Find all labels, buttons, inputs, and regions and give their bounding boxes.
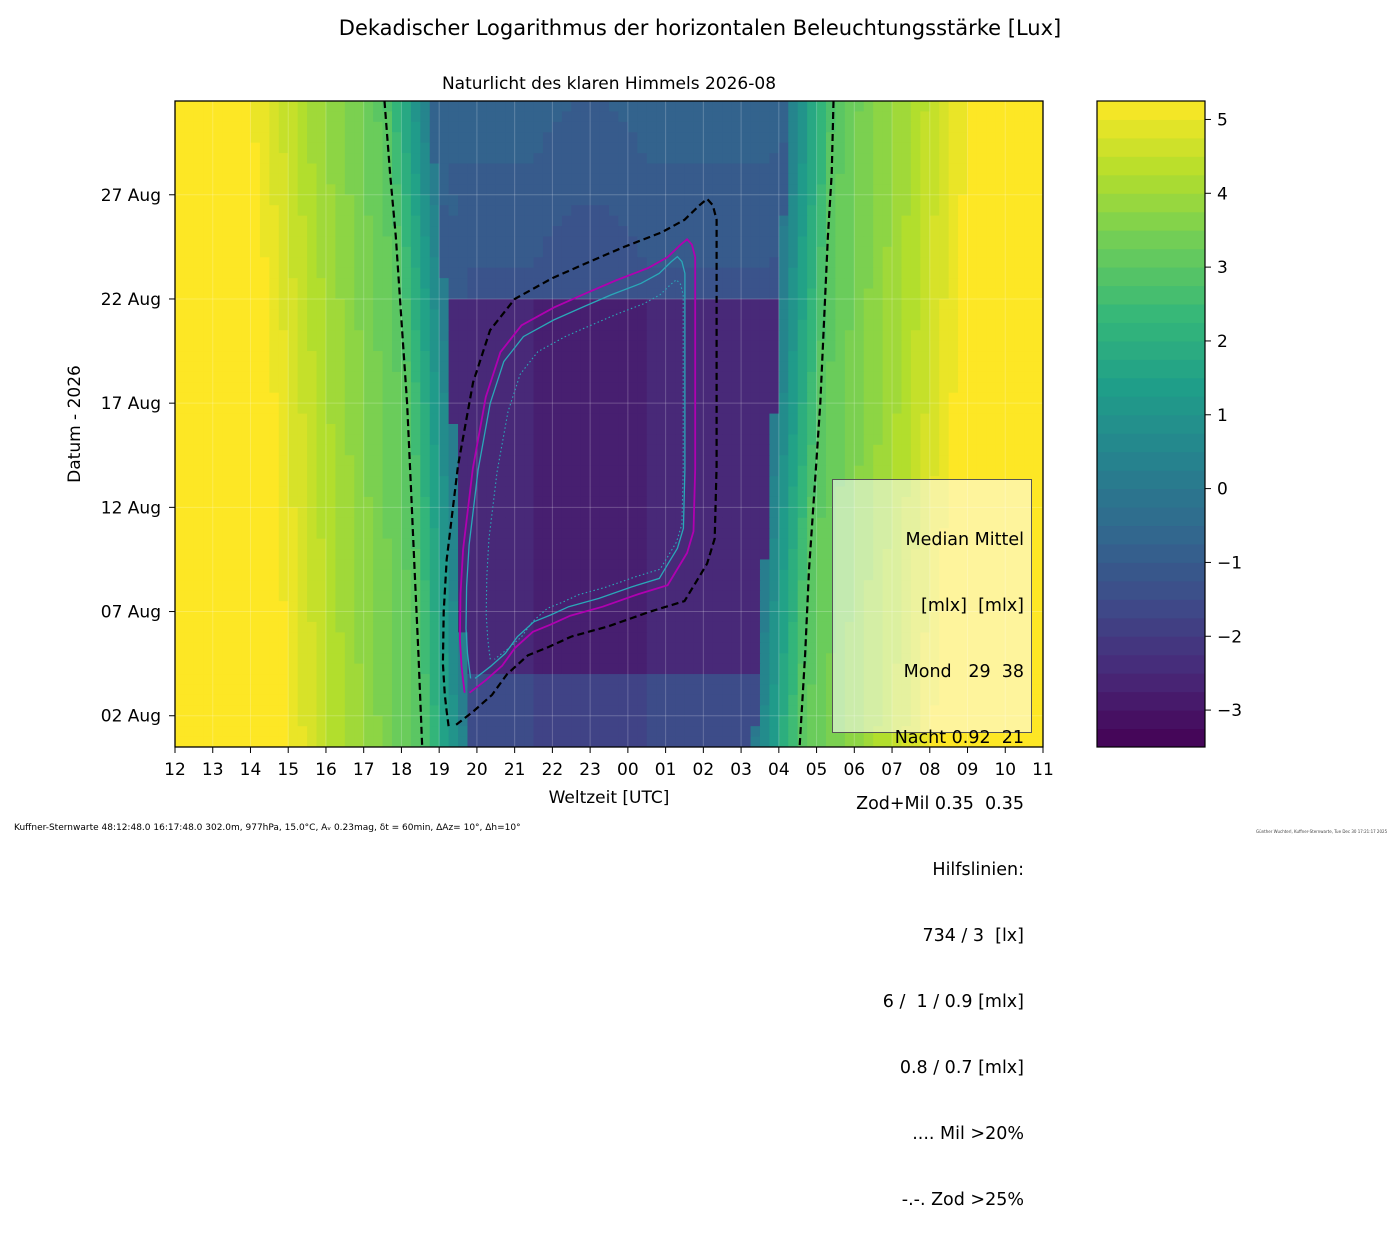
y-axis: 02 Aug 07 Aug 12 Aug 17 Aug 22 Aug 27 Aug <box>101 186 175 727</box>
colorbar-band <box>1097 138 1205 157</box>
x-tick-label: 19 <box>428 760 450 780</box>
x-tick-label: 14 <box>240 760 262 780</box>
footer-observatory-info: Kuffner-Sternwarte 48:12:48.0 16:17:48.0… <box>14 823 521 833</box>
colorbar-tick-label: 0 <box>1217 480 1228 500</box>
y-tick-label: 02 Aug <box>101 707 161 727</box>
colorbar-band <box>1097 507 1205 526</box>
chart-canvas: Dekadischer Logarithmus der horizontalen… <box>0 0 1400 840</box>
legend-line: 734 / 3 [lx] <box>833 925 1024 947</box>
x-tick-label: 21 <box>504 760 526 780</box>
x-tick-label: 11 <box>1032 760 1054 780</box>
colorbar-band <box>1097 359 1205 378</box>
colorbar-tick-label: −3 <box>1217 701 1242 721</box>
y-tick-label: 17 Aug <box>101 394 161 414</box>
x-axis-label: Weltzeit [UTC] <box>549 788 670 808</box>
colorbar-ticks: 5 4 3 2 1 0 −1 −2 −3 <box>1205 110 1242 721</box>
colorbar-band <box>1097 156 1205 175</box>
colorbar-band <box>1097 729 1205 748</box>
x-tick-label: 03 <box>730 760 752 780</box>
x-tick-label: 01 <box>655 760 677 780</box>
x-tick-label: 15 <box>277 760 299 780</box>
x-tick-label: 02 <box>693 760 715 780</box>
y-tick-label: 22 Aug <box>101 290 161 310</box>
colorbar-band <box>1097 415 1205 434</box>
colorbar-band <box>1097 249 1205 268</box>
x-tick-label: 12 <box>164 760 186 780</box>
colorbar-band <box>1097 489 1205 508</box>
colorbar-tick-label: −1 <box>1217 553 1242 573</box>
colorbar-band <box>1097 526 1205 545</box>
colorbar-band <box>1097 433 1205 452</box>
legend-line: [mlx] [mlx] <box>833 595 1024 617</box>
x-tick-label: 23 <box>579 760 601 780</box>
legend-line: .... Mil >20% <box>833 1123 1024 1145</box>
colorbar-band <box>1097 101 1205 120</box>
colorbar-band <box>1097 544 1205 563</box>
x-tick-label: 13 <box>202 760 224 780</box>
footer-credit: Günther Wuchterl, Kuffner-Sternwarte, Tu… <box>1256 829 1387 834</box>
x-tick-label: 17 <box>353 760 375 780</box>
colorbar-tick-label: 2 <box>1217 332 1228 352</box>
colorbar-band <box>1097 378 1205 397</box>
colorbar-tick-label: 1 <box>1217 406 1228 426</box>
colorbar-band <box>1097 562 1205 581</box>
legend-line: 6 / 1 / 0.9 [mlx] <box>833 991 1024 1013</box>
colorbar-tick-label: 3 <box>1217 258 1228 278</box>
colorbar-band <box>1097 710 1205 729</box>
x-tick-label: 16 <box>315 760 337 780</box>
colorbar-band <box>1097 267 1205 286</box>
legend-line: -.-. Zod >25% <box>833 1189 1024 1211</box>
x-tick-label: 04 <box>768 760 790 780</box>
legend-line: Hilfslinien: <box>833 859 1024 881</box>
legend-line: 0.8 / 0.7 [mlx] <box>833 1057 1024 1079</box>
legend-line: Mond 29 38 <box>833 661 1024 683</box>
colorbar-band <box>1097 119 1205 138</box>
colorbar-band <box>1097 193 1205 212</box>
colorbar-band <box>1097 599 1205 618</box>
colorbar-tick-label: 4 <box>1217 184 1228 204</box>
x-tick-label: 05 <box>806 760 828 780</box>
colorbar-band <box>1097 175 1205 194</box>
colorbar-band <box>1097 673 1205 692</box>
colorbar-band <box>1097 692 1205 711</box>
colorbar-band <box>1097 618 1205 637</box>
colorbar-band <box>1097 636 1205 655</box>
y-tick-label: 12 Aug <box>101 498 161 518</box>
colorbar-band <box>1097 286 1205 305</box>
colorbar-bands <box>1097 101 1205 748</box>
colorbar-band <box>1097 230 1205 249</box>
y-tick-label: 07 Aug <box>101 603 161 623</box>
x-tick-label: 20 <box>466 760 488 780</box>
chart-title: Dekadischer Logarithmus der horizontalen… <box>339 16 1061 40</box>
colorbar-band <box>1097 396 1205 415</box>
legend-line: Zod+Mil 0.35 0.35 <box>833 793 1024 815</box>
legend-line: Median Mittel <box>833 529 1024 551</box>
colorbar-band <box>1097 304 1205 323</box>
colorbar: 5 4 3 2 1 0 −1 −2 −3 <box>1097 101 1242 748</box>
colorbar-tick-label: −2 <box>1217 627 1242 647</box>
x-tick-label: 18 <box>391 760 413 780</box>
y-axis-label: Datum - 2026 <box>65 365 85 483</box>
colorbar-band <box>1097 341 1205 360</box>
legend-line: Nacht 0.92 21 <box>833 727 1024 749</box>
colorbar-band <box>1097 322 1205 341</box>
colorbar-band <box>1097 581 1205 600</box>
colorbar-band <box>1097 452 1205 471</box>
y-tick-label: 27 Aug <box>101 186 161 206</box>
colorbar-band <box>1097 470 1205 489</box>
x-tick-label: 00 <box>617 760 639 780</box>
colorbar-band <box>1097 655 1205 674</box>
colorbar-band <box>1097 212 1205 231</box>
colorbar-tick-label: 5 <box>1217 110 1228 130</box>
legend-box: Median Mittel [mlx] [mlx] Mond 29 38 Nac… <box>832 479 1032 733</box>
x-tick-label: 22 <box>542 760 564 780</box>
chart-subtitle: Naturlicht des klaren Himmels 2026-08 <box>442 74 776 94</box>
